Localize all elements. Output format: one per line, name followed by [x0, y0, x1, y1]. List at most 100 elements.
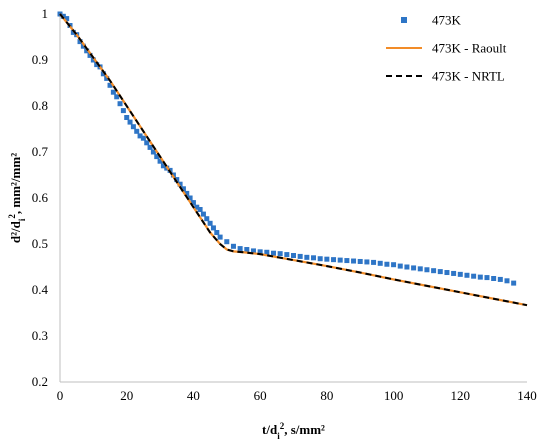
data-point — [70, 29, 76, 35]
data-point — [424, 267, 430, 273]
data-point — [391, 262, 397, 268]
data-point — [371, 259, 377, 265]
data-point — [114, 94, 120, 100]
data-point — [497, 276, 503, 282]
x-axis-title-tail: , s/mm² — [284, 422, 325, 437]
data-point — [207, 220, 213, 226]
data-point — [84, 48, 90, 54]
data-point — [177, 181, 183, 187]
y-tick-label: 0.3 — [32, 328, 48, 343]
data-point — [190, 200, 196, 206]
data-point — [210, 225, 216, 231]
data-point — [180, 186, 186, 192]
data-point — [270, 250, 276, 256]
data-point — [384, 261, 390, 267]
tick-labels: 0 20 40 60 80 100 120 140 0.2 0.3 0.4 0.5 0.6 0.7 0.8 0… — [32, 6, 537, 403]
data-point — [237, 246, 243, 252]
data-point — [404, 264, 410, 270]
x-tick-label: 120 — [451, 388, 471, 403]
data-point — [117, 101, 123, 107]
data-point — [344, 258, 350, 264]
data-point — [110, 89, 116, 95]
x-axis-title-sup: 2 — [280, 421, 285, 431]
data-point — [264, 249, 270, 255]
data-point — [174, 177, 180, 183]
data-point — [104, 75, 110, 81]
axis-titles: t/di2, s/mm² d²/di2, mm²/mm² — [7, 153, 325, 441]
x-tick-label: 140 — [517, 388, 537, 403]
data-point — [160, 163, 166, 169]
data-point — [297, 253, 303, 259]
y-axis-title-main: d²/d — [8, 220, 23, 243]
data-point — [317, 256, 323, 262]
data-point — [471, 273, 477, 279]
data-point — [127, 119, 133, 125]
legend-marker-0 — [401, 17, 407, 23]
axes — [59, 14, 527, 383]
y-tick-label: 0.5 — [32, 236, 48, 251]
data-point — [107, 82, 113, 88]
y-axis-title: d²/di2, mm²/mm² — [7, 153, 27, 243]
data-point — [154, 154, 160, 160]
data-point — [304, 254, 310, 260]
data-point — [464, 272, 470, 278]
data-point — [87, 52, 93, 58]
y-tick-label: 0.6 — [32, 190, 49, 205]
data-point — [90, 57, 96, 63]
data-point — [457, 271, 463, 277]
y-tick-label: 0.4 — [32, 282, 49, 297]
data-point — [331, 257, 337, 263]
data-point — [64, 16, 70, 22]
data-point — [437, 269, 443, 275]
data-point — [137, 133, 143, 139]
data-point — [257, 249, 263, 255]
data-point — [311, 255, 317, 261]
data-point — [194, 204, 200, 210]
data-point — [147, 144, 153, 150]
data-point — [200, 211, 206, 217]
data-point — [377, 260, 383, 266]
legend-label-0: 473K — [432, 13, 462, 28]
y-tick-label: 0.2 — [32, 374, 48, 389]
data-point — [277, 251, 283, 257]
data-point — [324, 256, 330, 262]
data-point — [187, 195, 193, 201]
y-axis-title-tail: , mm²/mm² — [8, 153, 23, 214]
data-point — [184, 190, 190, 196]
data-point — [444, 270, 450, 276]
data-point — [250, 248, 256, 254]
x-tick-label: 0 — [57, 388, 64, 403]
legend-label-1: 473K - Raoult — [432, 41, 507, 56]
data-point — [144, 140, 150, 146]
y-axis-title-sub: i — [17, 218, 27, 221]
legend-label-2: 473K - NRTL — [432, 69, 505, 84]
data-point — [134, 128, 140, 134]
data-point — [204, 216, 210, 222]
data-point — [197, 207, 203, 212]
y-tick-label: 0.8 — [32, 98, 48, 113]
data-point — [284, 252, 290, 258]
y-tick-label: 1 — [42, 6, 49, 21]
data-point — [217, 234, 223, 240]
legend: 473K 473K - Raoult 473K - NRTL — [386, 13, 507, 84]
y-axis-title-sup: 2 — [7, 214, 17, 219]
data-point — [80, 43, 86, 49]
data-point — [77, 39, 83, 45]
x-axis-title: t/di2, s/mm² — [262, 421, 325, 441]
x-tick-label: 60 — [254, 388, 267, 403]
data-point — [157, 158, 163, 164]
y-tick-label: 0.9 — [32, 52, 48, 67]
data-point — [451, 270, 457, 276]
x-tick-label: 80 — [320, 388, 333, 403]
x-tick-label: 100 — [384, 388, 404, 403]
data-point — [411, 265, 417, 271]
data-point — [291, 253, 296, 258]
x-tick-label: 40 — [187, 388, 200, 403]
data-point — [417, 266, 423, 272]
data-point — [214, 230, 220, 235]
x-axis-title-sub: i — [277, 431, 280, 441]
data-point — [130, 124, 136, 130]
x-tick-label: 20 — [120, 388, 133, 403]
data-point — [140, 135, 146, 141]
